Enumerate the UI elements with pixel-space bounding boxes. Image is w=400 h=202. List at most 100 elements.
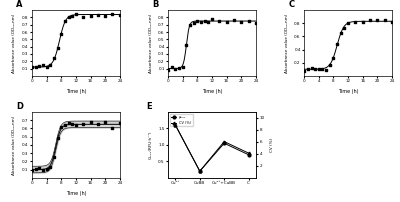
Point bbox=[73, 13, 79, 16]
Point bbox=[44, 65, 50, 68]
Point bbox=[330, 56, 337, 60]
Point bbox=[80, 15, 86, 18]
Point bbox=[190, 21, 197, 24]
Point bbox=[36, 65, 42, 68]
Point bbox=[47, 63, 54, 66]
Point bbox=[245, 19, 252, 22]
CV (%) bbox=[222, 140, 226, 143]
Line: μₘₐₓ: μₘₐₓ bbox=[174, 124, 250, 173]
Point bbox=[168, 65, 175, 68]
Point bbox=[69, 14, 76, 17]
Point bbox=[32, 66, 39, 69]
Point bbox=[301, 69, 307, 73]
Point bbox=[44, 167, 50, 170]
Point bbox=[102, 14, 108, 17]
Point bbox=[58, 125, 64, 129]
Point bbox=[202, 20, 208, 23]
Point bbox=[198, 20, 204, 23]
μₘₐₓ bbox=[246, 154, 251, 156]
Point bbox=[253, 22, 259, 25]
Point bbox=[51, 155, 57, 158]
Point bbox=[194, 19, 200, 22]
Point bbox=[316, 68, 322, 71]
Point bbox=[205, 20, 212, 23]
X-axis label: Time (h): Time (h) bbox=[202, 89, 222, 94]
Point bbox=[87, 121, 94, 124]
Point bbox=[73, 124, 79, 127]
Point bbox=[367, 19, 373, 22]
Point bbox=[47, 165, 54, 168]
Y-axis label: CV (%): CV (%) bbox=[270, 138, 274, 152]
Point bbox=[40, 168, 46, 171]
μₘₐₓ bbox=[198, 170, 202, 172]
Legend: μₘₐₓ, CV (%): μₘₐₓ, CV (%) bbox=[170, 114, 193, 126]
Point bbox=[65, 122, 72, 125]
Point bbox=[338, 31, 344, 34]
Point bbox=[389, 21, 395, 24]
Point bbox=[187, 23, 193, 26]
Point bbox=[95, 123, 101, 126]
Point bbox=[345, 21, 351, 24]
Point bbox=[224, 21, 230, 24]
Point bbox=[176, 66, 182, 70]
Point bbox=[40, 64, 46, 67]
Point bbox=[312, 67, 318, 71]
Point bbox=[36, 167, 42, 170]
Point bbox=[54, 136, 61, 139]
Point bbox=[374, 18, 380, 22]
X-axis label: Time (h): Time (h) bbox=[66, 191, 86, 196]
Text: D: D bbox=[16, 102, 23, 111]
CV (%) bbox=[173, 124, 178, 126]
Point bbox=[54, 46, 61, 49]
Point bbox=[117, 14, 123, 17]
Point bbox=[87, 15, 94, 18]
Point bbox=[109, 13, 116, 16]
Point bbox=[102, 121, 108, 124]
Point bbox=[109, 126, 116, 129]
Point bbox=[327, 64, 333, 67]
X-axis label: Time (h): Time (h) bbox=[338, 89, 358, 94]
Point bbox=[238, 21, 244, 24]
Point bbox=[180, 65, 186, 68]
Point bbox=[80, 122, 86, 125]
Point bbox=[216, 19, 222, 23]
Point bbox=[382, 18, 388, 22]
Point bbox=[32, 167, 39, 171]
Point bbox=[117, 122, 123, 125]
Point bbox=[209, 17, 215, 21]
Y-axis label: Absorbance value (OD₆₀₀nm): Absorbance value (OD₆₀₀nm) bbox=[12, 13, 16, 73]
Point bbox=[172, 67, 179, 70]
Line: CV (%): CV (%) bbox=[174, 124, 250, 173]
Point bbox=[58, 32, 64, 35]
Point bbox=[165, 68, 171, 72]
Text: B: B bbox=[152, 0, 159, 9]
Point bbox=[352, 20, 359, 24]
Text: E: E bbox=[146, 102, 152, 111]
Point bbox=[29, 65, 35, 68]
Point bbox=[29, 168, 35, 171]
Point bbox=[95, 14, 101, 17]
Point bbox=[319, 67, 326, 71]
CV (%) bbox=[246, 152, 251, 154]
Point bbox=[308, 67, 315, 70]
Point bbox=[323, 68, 329, 71]
Point bbox=[360, 21, 366, 24]
Y-axis label: Absorbance value (OD₆₀₀nm): Absorbance value (OD₆₀₀nm) bbox=[148, 13, 152, 73]
Point bbox=[65, 16, 72, 19]
Point bbox=[341, 27, 348, 30]
X-axis label: Time (h): Time (h) bbox=[66, 89, 86, 94]
Point bbox=[62, 20, 68, 23]
Text: C: C bbox=[288, 0, 294, 9]
Text: A: A bbox=[16, 0, 23, 9]
Y-axis label: Absorbance value (OD₆₀₀nm): Absorbance value (OD₆₀₀nm) bbox=[12, 115, 16, 175]
μₘₐₓ bbox=[173, 124, 178, 126]
Point bbox=[334, 42, 340, 45]
CV (%) bbox=[198, 170, 202, 172]
Point bbox=[69, 122, 76, 126]
Point bbox=[183, 44, 190, 47]
Y-axis label: Gₘₐₓ(RFU·h⁻¹): Gₘₐₓ(RFU·h⁻¹) bbox=[148, 131, 152, 159]
Point bbox=[51, 56, 57, 60]
Point bbox=[231, 19, 237, 22]
Point bbox=[62, 124, 68, 127]
Y-axis label: Absorbance value (OD₆₀₀nm): Absorbance value (OD₆₀₀nm) bbox=[285, 13, 289, 73]
